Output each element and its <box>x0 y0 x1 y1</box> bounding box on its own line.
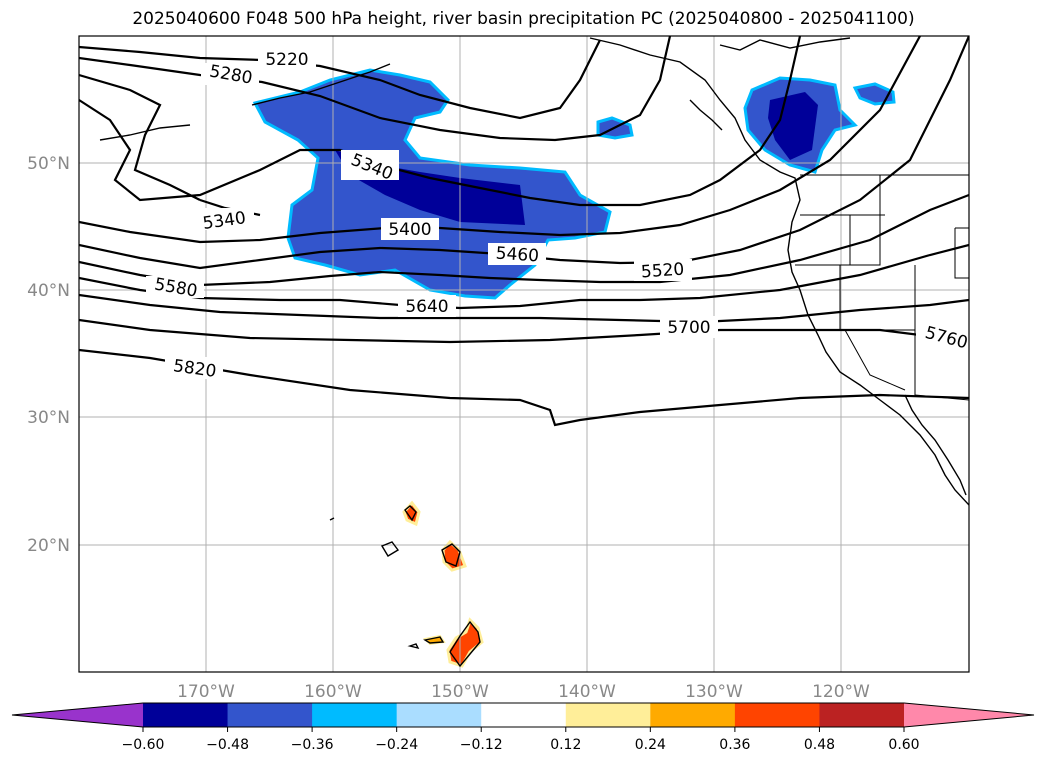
lon-label-170w: 170°W <box>177 682 235 702</box>
contour-label-5220: 5220 <box>265 50 308 70</box>
colorbar-cell <box>650 703 736 727</box>
contour-label-masks <box>146 48 969 379</box>
lat-label-20n: 20°N <box>27 536 70 556</box>
colorbar-cell <box>481 703 567 727</box>
colorbar-extend-high <box>904 703 1034 727</box>
colorbar-tick-label: 0.24 <box>635 737 666 753</box>
colorbar-tick-label: −0.48 <box>206 737 249 753</box>
colorbar-cell <box>734 703 820 727</box>
lon-label-120w: 120°W <box>812 682 870 702</box>
colorbar-tick-label: −0.12 <box>460 737 503 753</box>
colorbar-tick-label: −0.60 <box>122 737 165 753</box>
lon-label-140w: 140°W <box>558 682 616 702</box>
lat-label-30n: 30°N <box>27 408 70 428</box>
lon-label-150w: 150°W <box>431 682 489 702</box>
colorbar-cell <box>819 703 905 727</box>
colorbar-tick-label: −0.36 <box>291 737 334 753</box>
lon-label-160w: 160°W <box>304 682 362 702</box>
contour-label-5400: 5400 <box>388 220 431 240</box>
colorbar-tick-label: −0.24 <box>375 737 418 753</box>
lat-label-40n: 40°N <box>27 281 70 301</box>
colorbar-tick-label: 0.12 <box>550 737 581 753</box>
colorbar-tick-label: 0.48 <box>804 737 835 753</box>
contour-label-5700: 5700 <box>667 318 710 338</box>
lat-label-50n: 50°N <box>27 154 70 174</box>
colorbar-cell <box>565 703 651 727</box>
precip-negative-pacific-nw <box>743 76 858 174</box>
colorbar: −0.60 −0.48 −0.36 −0.24 −0.12 0.12 0.24 0.36 0.4… <box>11 702 1035 753</box>
height-contours <box>79 36 969 427</box>
colorbar-tick-label: 0.36 <box>719 737 750 753</box>
colorbar-cell <box>227 703 313 727</box>
contour-label-5460: 5460 <box>495 244 540 267</box>
colorbar-cell <box>396 703 482 727</box>
graticule <box>79 36 969 672</box>
map-border <box>78 35 970 673</box>
lon-label-130w: 130°W <box>685 682 743 702</box>
colorbar-cell <box>143 703 229 727</box>
colorbar-tick-label: 0.60 <box>888 737 919 753</box>
figure-title: 2025040600 F048 500 hPa height, river ba… <box>132 9 915 29</box>
contour-label-5640: 5640 <box>405 297 448 317</box>
contour-label-5520: 5520 <box>640 260 685 283</box>
colorbar-cell <box>312 703 398 727</box>
coastlines <box>99 37 969 668</box>
colorbar-extend-low <box>12 703 143 727</box>
